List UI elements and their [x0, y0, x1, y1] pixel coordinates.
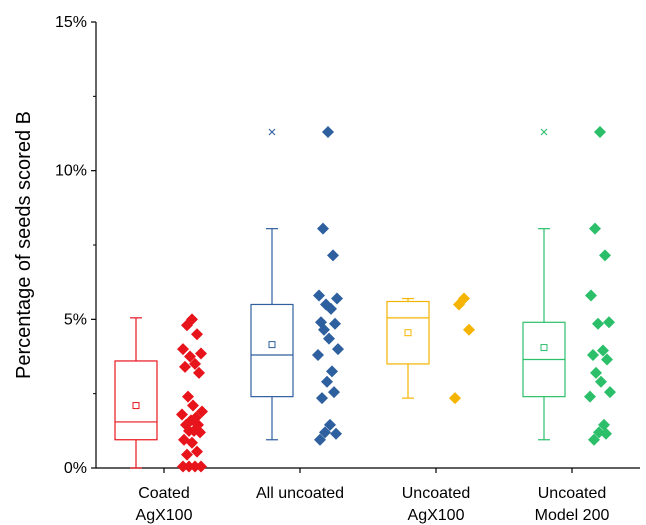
- plot-area: [114, 126, 616, 473]
- data-point: [195, 347, 207, 360]
- data-point: [183, 424, 195, 437]
- data-point: [191, 328, 203, 341]
- box-1: [114, 317, 158, 469]
- data-point: [324, 418, 336, 431]
- data-point: [179, 360, 191, 373]
- y-tick-label: 15%: [55, 14, 87, 31]
- data-point: [312, 349, 324, 362]
- x-tick-label-line2: AgX100: [136, 507, 193, 524]
- data-point: [317, 222, 329, 235]
- x-tick-label: Coated: [138, 485, 190, 502]
- data-point: [313, 289, 325, 302]
- data-point: [584, 390, 596, 403]
- box-2: [250, 128, 294, 441]
- data-point: [321, 375, 333, 388]
- mean-marker: [404, 329, 412, 337]
- data-point: [319, 426, 331, 439]
- iqr-box: [386, 300, 430, 365]
- data-point: [590, 366, 602, 379]
- data-point: [329, 317, 341, 330]
- data-point: [600, 427, 612, 440]
- data-point: [176, 408, 188, 421]
- data-point: [323, 332, 335, 345]
- points-4: [584, 126, 616, 446]
- data-point: [326, 365, 338, 378]
- x-tick-label: All uncoated: [256, 485, 344, 502]
- data-point: [595, 375, 607, 388]
- data-point: [585, 289, 597, 302]
- data-point: [328, 386, 340, 399]
- y-axis-title: Percentage of seeds scored B: [13, 111, 35, 379]
- data-point: [318, 323, 330, 336]
- data-point: [598, 418, 610, 431]
- data-point: [191, 445, 203, 458]
- data-point: [449, 392, 461, 405]
- points-2: [312, 126, 344, 446]
- x-tick-label-line2: Model 200: [535, 507, 610, 524]
- data-point: [186, 436, 198, 449]
- x-tick-label: Uncoated: [402, 485, 471, 502]
- data-point: [588, 433, 600, 446]
- outlier-marker: [268, 128, 276, 136]
- data-point: [182, 390, 194, 403]
- y-tick-label: 10%: [55, 163, 87, 180]
- data-point: [594, 126, 606, 139]
- x-axis: Coated AgX100 All uncoated Uncoated AgX100 Un…: [96, 467, 640, 524]
- data-point: [327, 249, 339, 262]
- data-point: [597, 344, 609, 357]
- data-point: [463, 323, 475, 336]
- data-point: [604, 386, 616, 399]
- data-point: [330, 427, 342, 440]
- data-point: [181, 319, 193, 332]
- data-point: [331, 292, 343, 305]
- data-point: [589, 222, 601, 235]
- points-1: [176, 313, 208, 473]
- x-tick-label: Uncoated: [538, 485, 607, 502]
- data-point: [322, 126, 334, 139]
- data-point: [189, 357, 201, 370]
- outlier-marker: [540, 128, 548, 136]
- data-point: [314, 433, 326, 446]
- data-point: [193, 366, 205, 379]
- data-point: [592, 317, 604, 330]
- data-point: [603, 316, 615, 329]
- data-point: [194, 426, 206, 439]
- data-point: [601, 353, 613, 366]
- points-3: [449, 292, 475, 405]
- y-axis: 0% 5% 10% 15%: [55, 14, 97, 477]
- data-point: [325, 302, 337, 315]
- data-point: [587, 349, 599, 362]
- mean-marker: [132, 402, 140, 410]
- box-3: [386, 297, 430, 399]
- data-point: [181, 448, 193, 461]
- box-4: [522, 128, 566, 441]
- y-tick-label: 5%: [64, 311, 87, 328]
- data-point: [177, 343, 189, 356]
- data-point: [453, 298, 465, 311]
- data-point: [187, 399, 199, 412]
- y-tick-label: 0%: [64, 460, 87, 477]
- mean-marker: [540, 344, 548, 352]
- data-point: [183, 460, 195, 473]
- iqr-box: [114, 360, 158, 441]
- data-point: [332, 343, 344, 356]
- data-point: [316, 392, 328, 405]
- data-point: [599, 249, 611, 262]
- x-tick-label-line2: AgX100: [408, 507, 465, 524]
- iqr-box: [250, 303, 294, 398]
- data-point: [184, 350, 196, 363]
- mean-marker: [268, 341, 276, 349]
